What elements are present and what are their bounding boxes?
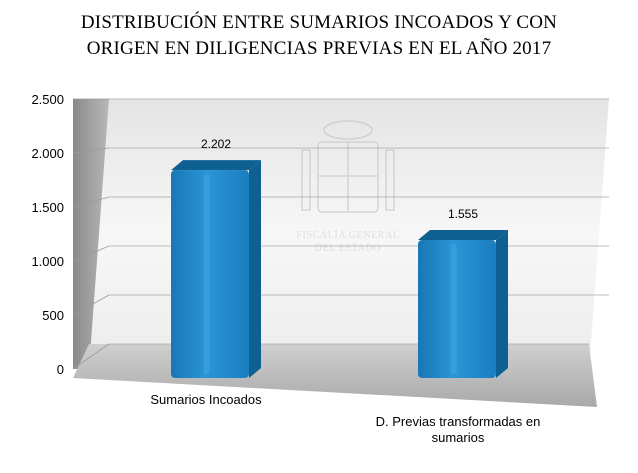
y-tick-label: 1.000 (31, 254, 64, 269)
x-category-label: Sumarios Incoados (150, 392, 262, 407)
bar-side (496, 230, 508, 378)
bar-top (171, 160, 261, 171)
bar: 1.555 (418, 207, 508, 378)
x-axis: Sumarios Incoados D. Previas transformada… (150, 392, 540, 445)
bars: 2.202 1.555 (171, 137, 508, 378)
bar-side (249, 160, 261, 378)
x-category-label: D. Previas transformadas en (376, 414, 541, 429)
data-label: 1.555 (448, 207, 478, 221)
chart-title-line-2: ORIGEN EN DILIGENCIAS PREVIAS EN EL AÑO … (86, 38, 552, 59)
y-axis: 0 500 1.000 1.500 2.000 2.500 (31, 92, 64, 377)
y-tick-label: 1.500 (31, 200, 64, 215)
bar-front (418, 240, 496, 378)
y-tick-label: 2.500 (31, 92, 64, 107)
watermark-line-1: FISCALÍA GENERAL (296, 229, 399, 241)
x-category-label: sumarios (432, 430, 485, 445)
gridline-side (72, 196, 110, 208)
side-wall (73, 99, 109, 369)
y-tick-label: 500 (42, 308, 64, 323)
watermark-line-2: DEL ESTADO (315, 243, 381, 254)
data-label: 2.202 (201, 137, 231, 151)
gridline-side (72, 343, 110, 370)
bar-highlight (450, 244, 457, 374)
bar-front (171, 170, 249, 378)
y-tick-label: 0 (57, 362, 64, 377)
bar: 2.202 (171, 137, 261, 378)
gridline-side (72, 147, 110, 154)
y-tick-label: 2.000 (31, 146, 64, 161)
bar-highlight (203, 174, 210, 374)
chart-title-line-1: DISTRIBUCIÓN ENTRE SUMARIOS INCOADOS Y C… (80, 12, 558, 33)
watermark: FISCALÍA GENERAL DEL ESTADO (296, 120, 399, 254)
gridline-side (72, 245, 110, 262)
gridline-side (72, 294, 110, 316)
coat-of-arms-icon (301, 120, 395, 213)
bar-top (418, 230, 508, 241)
